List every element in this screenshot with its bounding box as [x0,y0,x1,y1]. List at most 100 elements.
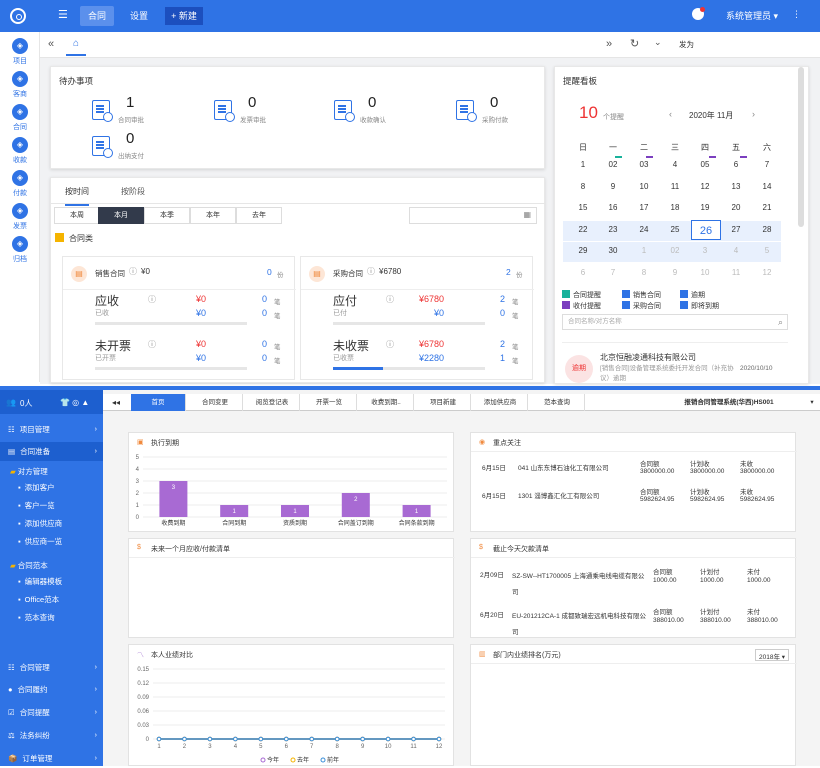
todo-label[interactable]: 合同审批 [118,117,144,124]
page-tab[interactable]: 项目新建 [416,394,471,411]
calendar-day[interactable]: 27 [731,224,741,234]
scrollbar[interactable] [798,67,804,227]
checkbox-icon[interactable] [562,290,570,298]
left-nav-item[interactable]: ◈ 付款 [0,170,40,198]
calendar-day[interactable]: 10 [639,181,649,191]
data-point[interactable] [385,736,391,742]
data-point[interactable] [283,736,289,742]
calendar-day[interactable]: 1 [580,160,586,169]
submenu-group[interactable]: ▰ 合同范本 [10,560,48,571]
period-segment[interactable]: 去年 [236,207,282,224]
calendar-day[interactable]: 12 [762,267,772,277]
todo-count[interactable]: 0 [368,94,377,111]
submenu-item[interactable]: ▪ 添加供应商 [18,518,62,529]
date-range-input[interactable]: ▦ [409,207,537,224]
page-tab[interactable]: 开票一览 [302,394,357,411]
data-point[interactable] [156,736,162,742]
calendar-day[interactable]: 5 [764,246,770,255]
chevron-down-icon[interactable]: ⌄ [654,37,662,47]
data-point[interactable] [258,736,264,742]
sidebar-menu-item[interactable]: ⚖ 法务纠纷 › [0,726,103,745]
submenu-item[interactable]: ▪ 供应商一览 [18,536,62,547]
nav-tab-contract[interactable]: 合同 [80,6,114,26]
calendar-day[interactable]: 11 [670,181,680,191]
system-dropdown-icon[interactable]: ▾ [810,399,814,406]
calendar-day[interactable]: 4 [733,246,739,255]
bar[interactable] [281,505,309,517]
calendar-day[interactable]: 02 [670,246,680,255]
calendar-day[interactable]: 16 [608,203,618,212]
period-segment[interactable]: 本年 [190,207,236,224]
prev-tabs-icon[interactable]: ◂◂ [111,398,121,407]
sidebar-menu-item[interactable]: ☑ 合同提醒 › [0,703,103,722]
reminder-list-item[interactable]: 逾期 北京恒融凌通科技有限公司 [销售合同]设备管理系统委托开发合同（补充协议）… [562,342,788,384]
refresh-icon[interactable]: ↻ [630,38,640,50]
calendar-day[interactable]: 7 [610,267,616,277]
more-icon[interactable]: ⋮ [792,9,801,19]
calendar-day[interactable]: 7 [764,160,770,169]
submenu-group[interactable]: ▰ 对方管理 [10,466,48,477]
checkbox-icon[interactable] [562,301,570,309]
todo-label[interactable]: 出纳支付 [118,153,144,160]
todo-count[interactable]: 0 [126,130,135,147]
calendar-day[interactable]: 26 [691,219,721,240]
data-point[interactable] [207,736,213,742]
bar[interactable] [220,505,249,517]
calendar-day[interactable]: 11 [731,267,741,277]
sidebar-menu-item[interactable]: ☷ 项目管理 › [0,420,103,439]
left-nav-item[interactable]: ◈ 发票 [0,203,40,231]
calendar-day[interactable]: 14 [762,181,772,191]
calendar-day[interactable]: 1 [641,246,647,255]
data-point[interactable] [334,736,340,742]
data-point[interactable] [360,736,365,742]
menu-toggle-icon[interactable]: ☰ [58,9,68,21]
bar[interactable] [159,481,188,517]
calendar-day[interactable]: 9 [610,181,616,191]
checkbox-icon[interactable] [622,290,630,298]
page-tab[interactable]: 阅览登记表 [245,394,300,411]
calendar-day[interactable]: 21 [762,203,772,212]
bar[interactable] [341,493,370,517]
submenu-item[interactable]: ▪ 编辑器模板 [18,576,62,587]
tab-by-time[interactable]: 按时间 [65,186,89,206]
calendar-day[interactable]: 10 [700,267,710,277]
calendar-day[interactable]: 03 [639,160,649,169]
data-point[interactable] [309,736,315,742]
calendar-day[interactable]: 8 [580,181,586,191]
help-icon[interactable]: ⓘ [386,295,394,304]
prev-month-icon[interactable]: ‹ [669,109,672,119]
sidebar-menu-item[interactable]: 📦 订单管理 › [0,749,103,768]
page-tab[interactable]: 首页 [131,394,186,411]
user-menu[interactable]: 系统管理员 ▾ [726,11,779,21]
page-tab[interactable]: 添加供应商 [473,394,528,411]
calendar-day[interactable]: 8 [641,267,647,277]
calendar-day[interactable]: 22 [578,224,588,234]
calendar-day[interactable]: 15 [578,203,588,212]
submenu-item[interactable]: ▪ 添加客户 [18,482,55,493]
notification-icon[interactable] [692,7,705,20]
period-segment[interactable]: 本月 [98,207,144,224]
todo-count[interactable]: 1 [126,94,135,111]
left-nav-item[interactable]: ◈ 收款 [0,137,40,165]
page-tab[interactable]: 范本查询 [530,394,585,411]
calendar-day[interactable]: 23 [608,224,618,234]
data-point[interactable] [182,736,187,742]
data-point[interactable] [233,736,238,742]
checkbox-icon[interactable] [622,301,630,309]
left-nav-item[interactable]: ◈ 客商 [0,71,40,99]
todo-label[interactable]: 发票审批 [240,117,266,124]
submenu-item[interactable]: ▪ 客户一览 [18,500,55,511]
period-segment[interactable]: 本周 [54,207,100,224]
calendar-day[interactable]: 30 [608,246,618,255]
toolbar-icons[interactable]: 👕 ◎ ▲ [60,398,90,407]
submenu-item[interactable]: ▪ Office范本 [18,594,59,605]
submenu-item[interactable]: ▪ 范本查询 [18,612,55,623]
collapse-left-icon[interactable]: « [48,38,55,50]
calendar-day[interactable]: 12 [700,181,710,191]
data-point[interactable] [436,736,442,742]
todo-count[interactable]: 0 [248,94,257,111]
home-tab-icon[interactable]: ⌂ [66,34,86,56]
help-icon[interactable]: ⓘ [367,267,375,276]
left-nav-item[interactable]: ◈ 归档 [0,236,40,264]
calendar-day[interactable]: 20 [731,203,741,212]
